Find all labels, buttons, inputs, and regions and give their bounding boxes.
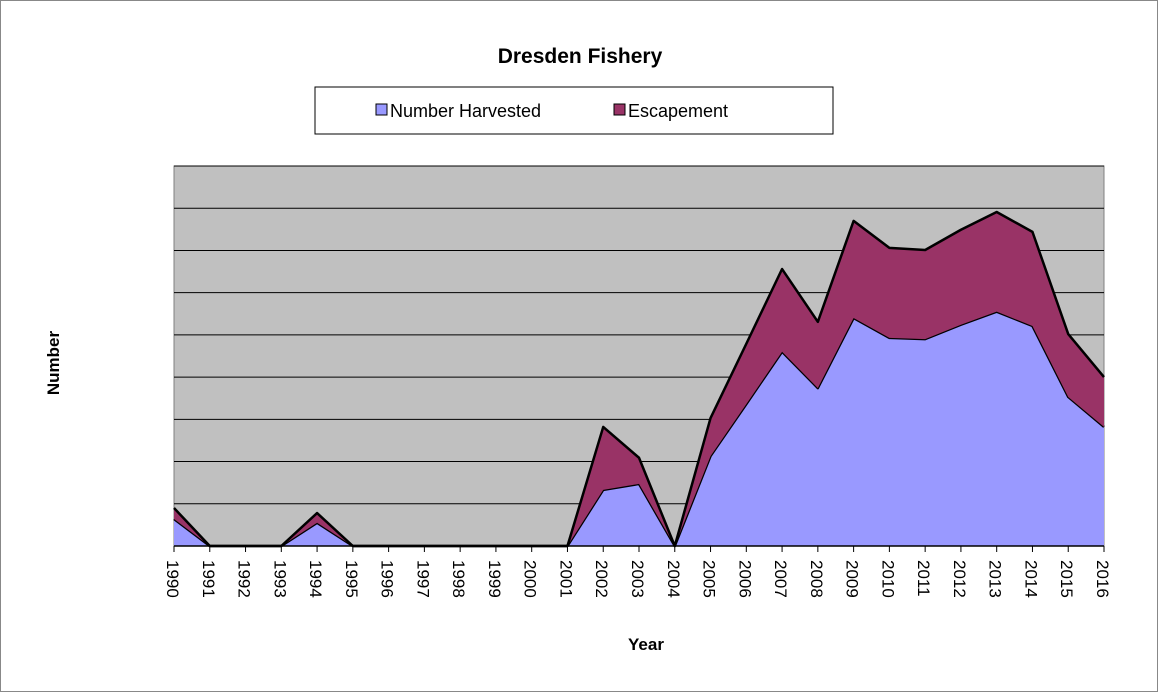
x-tick-label: 2004 <box>664 560 683 598</box>
legend-swatch <box>375 103 388 116</box>
x-tick-label: 2006 <box>735 560 754 598</box>
x-tick-label: 2000 <box>521 560 540 598</box>
x-tick-label: 2009 <box>843 560 862 598</box>
x-tick-label: 2014 <box>1021 560 1040 598</box>
chart-title: Dresden Fishery <box>498 45 663 68</box>
x-tick-label: 1998 <box>449 560 468 598</box>
x-tick-label: 2013 <box>986 560 1005 598</box>
legend <box>314 86 834 135</box>
x-tick-label: 1999 <box>485 560 504 598</box>
area-outline <box>173 210 1105 548</box>
x-axis-title: Year <box>628 635 664 654</box>
x-tick-label: 2007 <box>771 560 790 598</box>
x-tick-label: 1994 <box>306 560 325 598</box>
x-tick-label: 1993 <box>270 560 289 598</box>
y-axis-title: Number <box>44 331 63 396</box>
x-tick-label: 1997 <box>413 560 432 598</box>
x-tick-label: 1992 <box>235 560 254 598</box>
x-tick-label: 2002 <box>592 560 611 598</box>
x-tick-label: 1991 <box>199 560 218 598</box>
x-tick-label: 2012 <box>950 560 969 598</box>
x-tick-label: 2003 <box>628 560 647 598</box>
area-fill <box>174 311 1104 546</box>
legend-label: Number Harvested <box>390 101 541 121</box>
legend-label: Escapement <box>628 101 728 121</box>
x-tick-label: 1995 <box>342 560 361 598</box>
x-tick-label: 2016 <box>1093 560 1112 598</box>
x-tick-label: 2015 <box>1057 560 1076 598</box>
x-tick-label: 2008 <box>807 560 826 598</box>
x-tick-label: 2010 <box>878 560 897 598</box>
x-tick-label: 1996 <box>378 560 397 598</box>
x-tick-label: 2001 <box>556 560 575 598</box>
area-fill <box>174 212 1104 546</box>
legend-swatch <box>613 103 626 116</box>
x-tick-label: 2005 <box>700 560 719 598</box>
x-tick-label: 2011 <box>914 560 933 597</box>
x-tick-label: 1990 <box>163 560 182 598</box>
